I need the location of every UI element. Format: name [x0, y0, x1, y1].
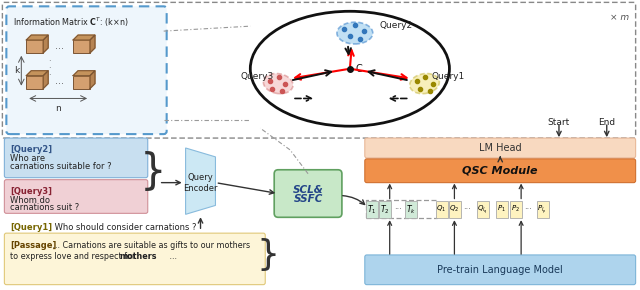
Text: $P_{l_p}$: $P_{l_p}$: [537, 203, 547, 216]
Text: ···: ···: [55, 44, 64, 54]
Text: ···: ···: [394, 205, 401, 214]
FancyBboxPatch shape: [365, 255, 636, 285]
Polygon shape: [73, 35, 95, 40]
FancyBboxPatch shape: [536, 201, 548, 218]
FancyBboxPatch shape: [509, 201, 522, 218]
Polygon shape: [186, 148, 216, 214]
Text: Whom do: Whom do: [10, 195, 51, 204]
Ellipse shape: [264, 73, 293, 94]
Ellipse shape: [337, 22, 372, 44]
Text: [Query3]: [Query3]: [10, 186, 52, 195]
FancyBboxPatch shape: [274, 170, 342, 217]
Bar: [26, 40, 44, 53]
FancyBboxPatch shape: [4, 180, 148, 213]
FancyBboxPatch shape: [4, 138, 148, 178]
Text: $T_2$: $T_2$: [380, 203, 390, 216]
Text: $P_1$: $P_1$: [497, 204, 506, 215]
Text: $T_1$: $T_1$: [367, 203, 376, 216]
Text: mothers: mothers: [120, 252, 157, 261]
Text: $T_k$: $T_k$: [406, 203, 415, 216]
Polygon shape: [73, 71, 95, 76]
Text: }: }: [257, 238, 280, 272]
FancyBboxPatch shape: [4, 233, 265, 285]
Text: $Q_{l_q}$: $Q_{l_q}$: [477, 203, 488, 216]
Text: QSC Module: QSC Module: [463, 166, 538, 176]
Bar: [73, 40, 90, 53]
Polygon shape: [26, 71, 48, 76]
FancyBboxPatch shape: [380, 201, 391, 218]
Text: Query2: Query2: [380, 21, 413, 30]
Polygon shape: [44, 71, 48, 88]
Polygon shape: [90, 71, 95, 88]
Text: [Query2]: [Query2]: [10, 145, 52, 154]
Text: ... Carnations are suitable as gifts to our mothers: ... Carnations are suitable as gifts to …: [50, 241, 250, 250]
Text: k: k: [13, 66, 19, 75]
Text: Information Matrix $\mathbf{C}^T$: (k$\times$n): Information Matrix $\mathbf{C}^T$: (k$\t…: [13, 15, 129, 29]
Text: ···: ···: [524, 205, 532, 214]
Ellipse shape: [410, 73, 439, 94]
Text: ...: ...: [166, 252, 177, 261]
Bar: [26, 76, 44, 88]
Text: [Passage]: [Passage]: [10, 241, 57, 250]
FancyBboxPatch shape: [6, 6, 166, 134]
Text: n: n: [55, 104, 61, 113]
Text: Pre-train Language Model: Pre-train Language Model: [437, 265, 563, 275]
Text: ···: ···: [55, 79, 64, 90]
FancyBboxPatch shape: [405, 201, 417, 218]
Text: Who should consider carnations ?: Who should consider carnations ?: [52, 223, 196, 232]
Text: to express love and respect for: to express love and respect for: [10, 252, 138, 261]
Text: LM Head: LM Head: [479, 143, 522, 153]
Polygon shape: [44, 35, 48, 53]
Text: }: }: [140, 151, 166, 193]
Text: Who are: Who are: [10, 154, 45, 163]
Text: Start: Start: [548, 118, 570, 127]
Text: × m: × m: [609, 13, 628, 22]
Text: ···: ···: [463, 205, 471, 214]
Text: carnations suit ?: carnations suit ?: [10, 203, 79, 213]
Polygon shape: [26, 35, 48, 40]
FancyBboxPatch shape: [449, 201, 461, 218]
Text: [Query1]: [Query1]: [10, 223, 52, 232]
Text: SCL&: SCL&: [292, 184, 323, 195]
Text: ·
·
·: · · ·: [48, 57, 51, 80]
FancyBboxPatch shape: [436, 201, 448, 218]
Text: SSFC: SSFC: [293, 195, 323, 204]
Bar: [73, 76, 90, 88]
Text: carnations suitable for ?: carnations suitable for ?: [10, 162, 112, 171]
Text: Query1: Query1: [431, 72, 465, 81]
Text: Query3: Query3: [241, 72, 273, 81]
Text: End: End: [598, 118, 615, 127]
Text: $Q_2$: $Q_2$: [449, 204, 460, 215]
Text: Query
Encoder: Query Encoder: [183, 173, 218, 193]
FancyBboxPatch shape: [365, 159, 636, 183]
Text: $P_2$: $P_2$: [511, 204, 520, 215]
Polygon shape: [90, 35, 95, 53]
FancyBboxPatch shape: [477, 201, 489, 218]
Text: $Q_1$: $Q_1$: [436, 204, 447, 215]
FancyBboxPatch shape: [365, 138, 636, 158]
FancyBboxPatch shape: [496, 201, 508, 218]
FancyBboxPatch shape: [366, 201, 378, 218]
Text: C: C: [356, 64, 363, 74]
